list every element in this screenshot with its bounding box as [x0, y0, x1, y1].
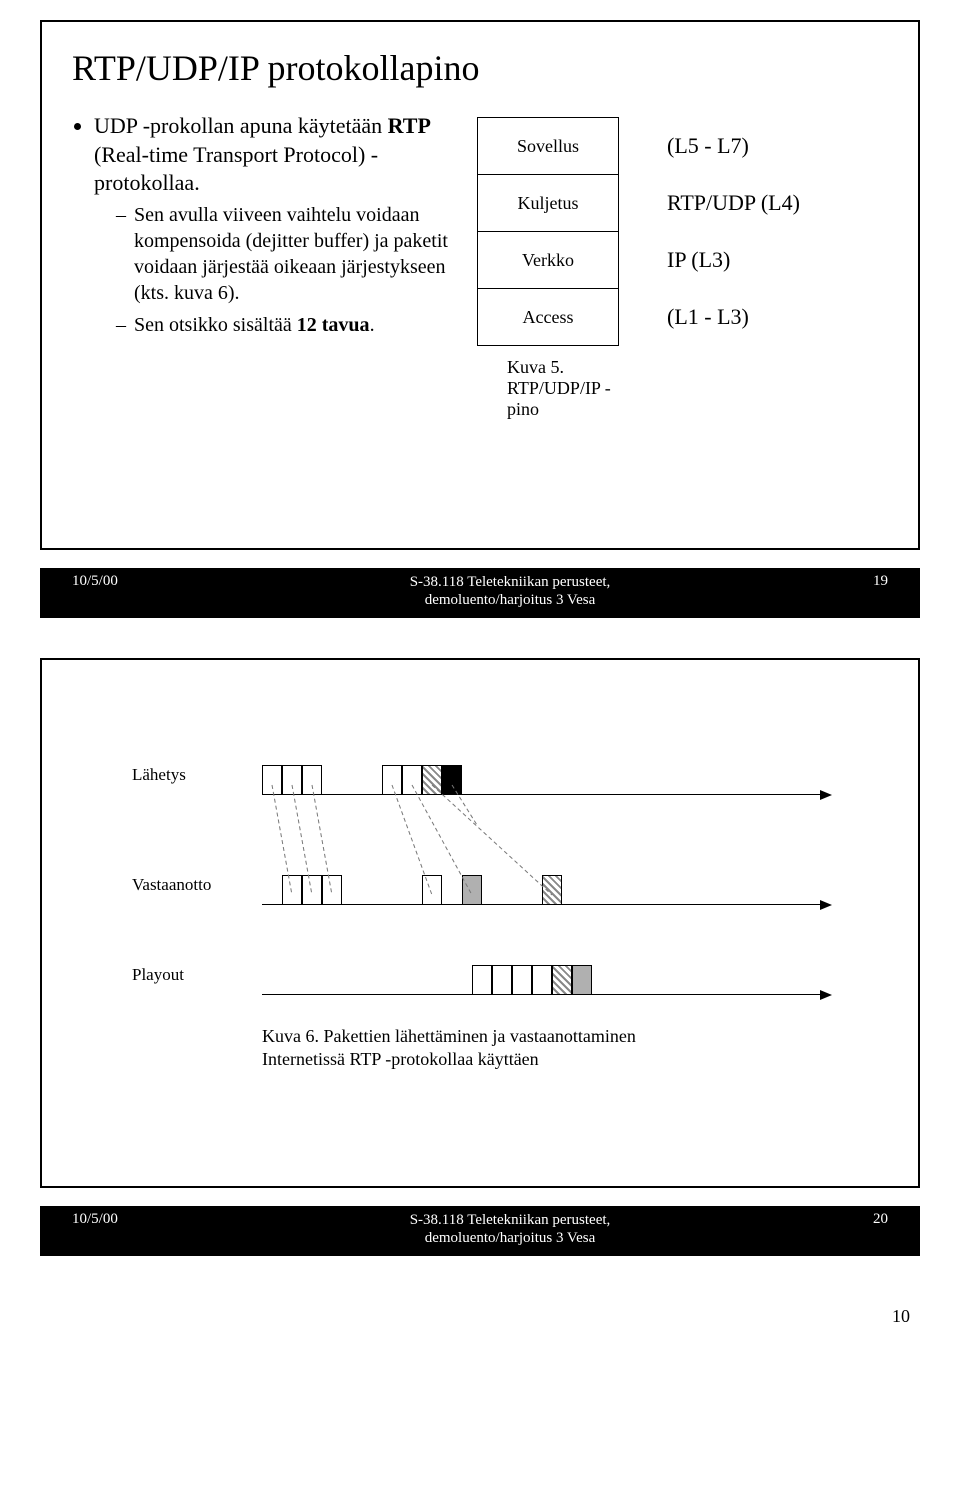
packet — [422, 875, 442, 905]
stack-labels: (L5 - L7) RTP/UDP (L4) IP (L3) (L1 - L3) — [647, 117, 800, 345]
main-bullet: UDP -prokollan apuna käytetään RTP (Real… — [94, 112, 472, 338]
main-bullet-pre: UDP -prokollan apuna käytetään — [94, 113, 388, 138]
footer-1: 10/5/00 S-38.118 Teletekniikan perusteet… — [40, 568, 920, 618]
packet — [492, 965, 512, 995]
timeline-recv — [262, 865, 842, 905]
label-playout: Playout — [132, 965, 262, 985]
baseline — [262, 794, 822, 795]
slide-2: Lähetys Vastaanotto Playout Kuva 6. Pake… — [40, 658, 920, 1188]
row-playout: Playout — [132, 955, 842, 995]
stack-label-l5l7: (L5 - L7) — [647, 117, 800, 174]
packet — [282, 765, 302, 795]
packet — [462, 875, 482, 905]
arrowhead-icon — [820, 900, 832, 910]
packet — [472, 965, 492, 995]
packet — [302, 875, 322, 905]
label-recv: Vastaanotto — [132, 875, 262, 895]
stack-label-ip: IP (L3) — [647, 231, 800, 288]
packet — [572, 965, 592, 995]
packet — [382, 765, 402, 795]
arrowhead-icon — [820, 990, 832, 1000]
packet — [262, 765, 282, 795]
stack-label-rtpudp: RTP/UDP (L4) — [647, 174, 800, 231]
stack-cell-kuljetus: Kuljetus — [478, 175, 618, 232]
footer-slidenum-2: 20 — [828, 1211, 888, 1228]
stack-cell-access: Access — [478, 289, 618, 345]
packet — [442, 765, 462, 795]
stack-cell-sovellus: Sovellus — [478, 118, 618, 175]
footer-2: 10/5/00 S-38.118 Teletekniikan perusteet… — [40, 1206, 920, 1256]
packet — [422, 765, 442, 795]
main-bullet-list: UDP -prokollan apuna käytetään RTP (Real… — [72, 112, 472, 338]
label-send: Lähetys — [132, 765, 262, 785]
page-number: 10 — [0, 1296, 960, 1347]
main-bullet-post: (Real-time Transport Protocol) -protokol… — [94, 142, 378, 196]
packet — [542, 875, 562, 905]
row-recv: Vastaanotto — [132, 865, 842, 905]
packet — [402, 765, 422, 795]
sub-bullet-list: Sen avulla viiveen vaihtelu voidaan komp… — [116, 202, 472, 338]
packet — [302, 765, 322, 795]
slide-title: RTP/UDP/IP protokollapino — [72, 47, 888, 89]
footer-date: 10/5/00 — [72, 573, 192, 590]
footer-center: S-38.118 Teletekniikan perusteet, demolu… — [410, 1211, 611, 1247]
arrowhead-icon — [820, 790, 832, 800]
timeline-send — [262, 755, 842, 795]
timeline-playout — [262, 955, 842, 995]
row-send: Lähetys — [132, 755, 842, 795]
packet — [322, 875, 342, 905]
figure-6-caption: Kuva 6. Pakettien lähettäminen ja vastaa… — [262, 1025, 636, 1072]
packet — [532, 965, 552, 995]
packet — [512, 965, 532, 995]
stack-cell-verkko: Verkko — [478, 232, 618, 289]
packet — [552, 965, 572, 995]
packet — [282, 875, 302, 905]
footer-slidenum-1: 19 — [828, 573, 888, 590]
stack-label-l1l3: (L1 - L3) — [647, 288, 800, 345]
sub-bullet-2: Sen otsikko sisältää 12 tavua. — [116, 312, 472, 338]
footer-center: S-38.118 Teletekniikan perusteet, demolu… — [410, 573, 611, 609]
figure-5-caption: Kuva 5. RTP/UDP/IP -pino — [507, 357, 619, 420]
sub-bullet-1: Sen avulla viiveen vaihtelu voidaan komp… — [116, 202, 472, 306]
footer-date: 10/5/00 — [72, 1211, 192, 1228]
slide-1: RTP/UDP/IP protokollapino UDP -prokollan… — [40, 20, 920, 550]
bullet-column: UDP -prokollan apuna käytetään RTP (Real… — [72, 112, 472, 344]
stack-box: Sovellus Kuljetus Verkko Access — [477, 117, 619, 346]
protocol-stack-diagram: Sovellus Kuljetus Verkko Access (L5 - L7… — [477, 117, 619, 346]
main-bullet-bold: RTP — [388, 113, 431, 138]
